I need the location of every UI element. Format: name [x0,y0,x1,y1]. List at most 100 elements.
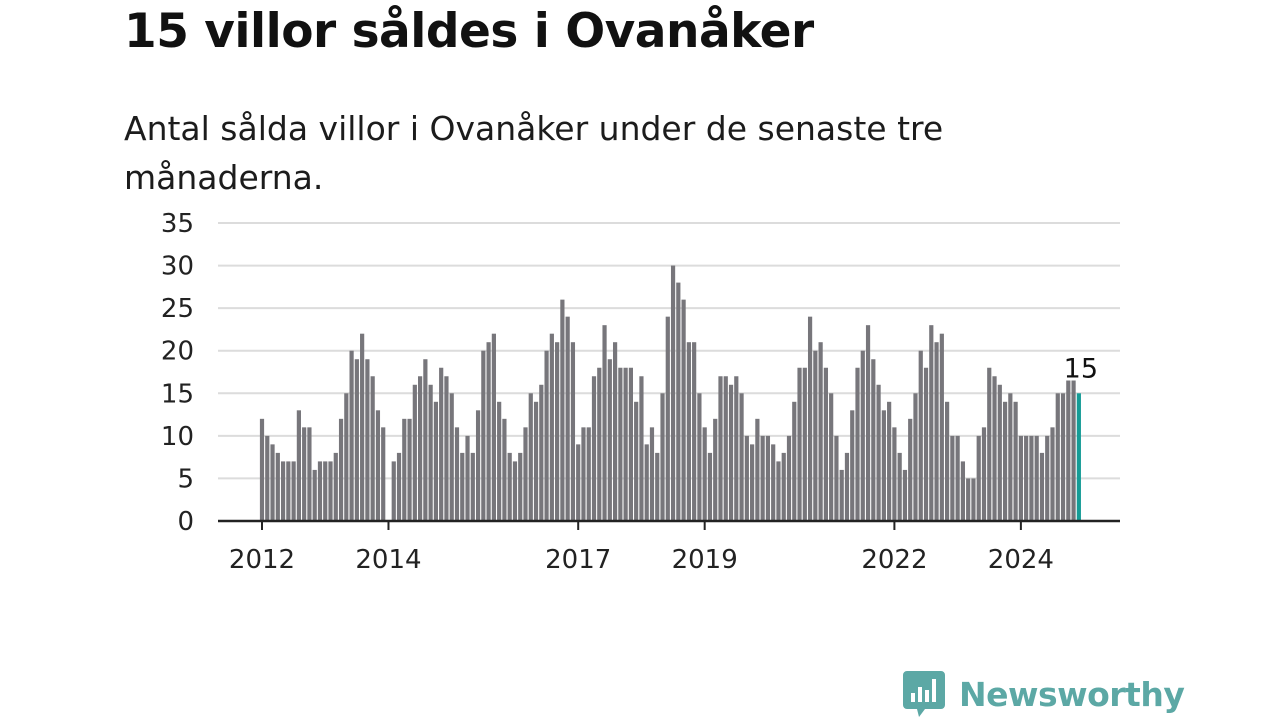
newsworthy-logo: Newsworthy [903,671,1185,717]
bar [349,350,354,521]
bar [692,342,697,521]
bar [549,333,554,521]
bar [581,427,586,521]
bar [750,444,755,521]
bar [902,469,908,521]
bar [728,384,734,521]
bar [702,427,707,521]
bar [734,376,739,521]
bar [402,418,407,521]
bar [502,418,507,521]
chart-subtitle: Antal sålda villor i Ovanåker under de s… [124,109,944,197]
bar [544,350,549,521]
bar [1050,427,1055,521]
bar [338,418,344,521]
bar [391,461,396,521]
bar [454,427,460,521]
bar [776,461,781,521]
y-tick-label: 35 [161,209,194,239]
bar [860,350,865,521]
bar [586,427,591,521]
y-tick-label: 25 [161,294,194,324]
bar [660,393,665,521]
bar [475,410,481,521]
highlight-bar [1076,393,1081,521]
y-tick-label: 20 [161,337,194,367]
bar [929,325,934,521]
bar [365,359,370,521]
y-tick-label: 0 [177,507,194,537]
bar [623,367,628,521]
bar [718,376,723,521]
bar [280,461,286,521]
bar [781,452,786,521]
bar [328,461,333,521]
bar [312,469,317,521]
x-tick-label: 2024 [988,545,1054,575]
bar [360,333,365,521]
bar [913,393,918,521]
x-tick-label: 2012 [229,545,295,575]
bar [997,384,1002,521]
bar [539,384,544,521]
bar-chart: 0 5 10 15 20 25 30 35 2012 2014 2017 2019 2022 2024 15 [161,209,1120,575]
bar [291,461,296,521]
bar [765,435,771,521]
bar [1024,435,1029,521]
y-tick-label: 30 [161,252,194,282]
bar [992,376,997,521]
bar [354,359,359,521]
bar [418,376,423,521]
bar [981,427,987,521]
bar [412,384,417,521]
bar [639,376,644,521]
bar [323,461,328,521]
bar [1060,393,1066,521]
bar [744,435,749,521]
brand-name: Newsworthy [959,674,1185,714]
bar [670,265,676,521]
bar [512,461,518,521]
bar [470,452,475,521]
bar [834,435,839,521]
bar [739,393,744,521]
bar [396,452,402,521]
bar [481,350,486,521]
x-tick-label: 2017 [545,545,611,575]
bar [618,367,623,521]
bar [381,427,386,521]
bar [971,478,976,521]
bar [786,435,792,521]
bar [923,367,929,521]
bar [865,325,871,521]
bar [1002,401,1008,521]
bar [676,282,681,521]
bar [565,316,570,521]
bar [855,367,860,521]
bar [681,299,686,521]
bar [612,342,618,521]
bar [433,401,439,521]
bar [449,393,454,521]
bar [876,384,881,521]
bar [829,393,834,521]
bar [491,333,496,521]
bar [270,444,275,521]
bar [528,393,533,521]
bar [1029,435,1034,521]
bar [407,418,412,521]
y-tick-label: 10 [161,422,194,452]
bar [807,316,813,521]
bar [465,435,470,521]
bar [1008,393,1013,521]
bar [518,452,523,521]
bar [460,452,465,521]
bar [302,427,307,521]
y-tick-label: 5 [177,464,194,494]
bar [697,393,702,521]
bar [760,435,765,521]
bar [945,401,950,521]
bar [507,452,512,521]
bar [634,401,639,521]
bar [428,384,433,521]
